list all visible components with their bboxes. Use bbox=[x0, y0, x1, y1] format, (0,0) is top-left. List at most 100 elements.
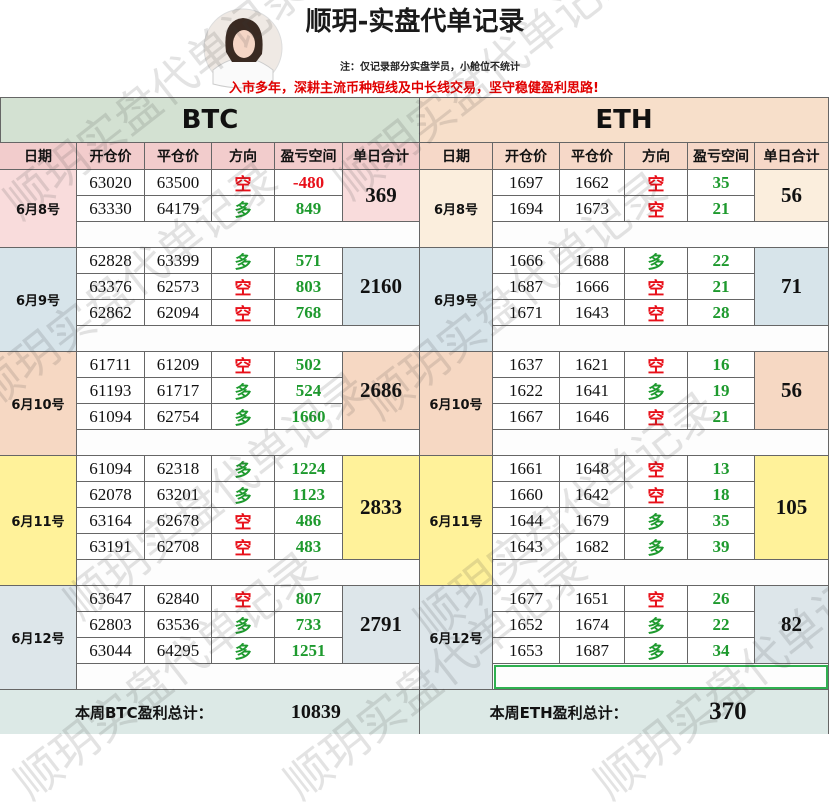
open-price: 1697 bbox=[493, 170, 560, 196]
close-price: 1673 bbox=[560, 196, 625, 222]
column-header: 平仓价 bbox=[145, 143, 212, 170]
open-price: 1667 bbox=[493, 404, 560, 430]
open-price: 1643 bbox=[493, 534, 560, 560]
direction: 空 bbox=[625, 456, 688, 482]
section-title: ETH bbox=[420, 97, 829, 143]
date-cell: 6月8号 bbox=[0, 170, 77, 248]
daily-total: 2791 bbox=[343, 586, 420, 664]
empty-row bbox=[493, 222, 829, 248]
open-price: 1660 bbox=[493, 482, 560, 508]
column-header: 开仓价 bbox=[493, 143, 560, 170]
open-price: 63044 bbox=[77, 638, 145, 664]
pnl: 1224 bbox=[275, 456, 343, 482]
close-price: 1666 bbox=[560, 274, 625, 300]
pnl: 807 bbox=[275, 586, 343, 612]
pnl: 18 bbox=[688, 482, 755, 508]
close-price: 1688 bbox=[560, 248, 625, 274]
open-price: 63376 bbox=[77, 274, 145, 300]
direction: 空 bbox=[212, 300, 275, 326]
date-cell: 6月10号 bbox=[420, 352, 493, 456]
pnl: 849 bbox=[275, 196, 343, 222]
pnl: 22 bbox=[688, 612, 755, 638]
pnl: 733 bbox=[275, 612, 343, 638]
close-price: 62318 bbox=[145, 456, 212, 482]
pnl: 28 bbox=[688, 300, 755, 326]
direction: 多 bbox=[625, 612, 688, 638]
daily-total: 2160 bbox=[343, 248, 420, 326]
pnl: -480 bbox=[275, 170, 343, 196]
empty-row bbox=[493, 326, 829, 352]
close-price: 1648 bbox=[560, 456, 625, 482]
direction: 空 bbox=[212, 586, 275, 612]
empty-row bbox=[77, 560, 420, 586]
column-header: 日期 bbox=[420, 143, 493, 170]
direction: 空 bbox=[212, 352, 275, 378]
direction: 空 bbox=[625, 170, 688, 196]
date-cell: 6月12号 bbox=[0, 586, 77, 690]
direction: 空 bbox=[625, 404, 688, 430]
close-price: 64179 bbox=[145, 196, 212, 222]
open-price: 62803 bbox=[77, 612, 145, 638]
open-price: 1661 bbox=[493, 456, 560, 482]
title: 顺玥-实盘代单记录 bbox=[306, 6, 525, 37]
open-price: 61193 bbox=[77, 378, 145, 404]
note: 注：仅记录部分实盘学员，小舱位不统计 bbox=[340, 60, 520, 73]
direction: 多 bbox=[212, 196, 275, 222]
header: 顺玥-实盘代单记录 注：仅记录部分实盘学员，小舱位不统计 入市多年，深耕主流币种… bbox=[203, 6, 599, 96]
date-cell: 6月9号 bbox=[0, 248, 77, 352]
direction: 多 bbox=[212, 404, 275, 430]
daily-total: 2833 bbox=[343, 456, 420, 560]
direction: 空 bbox=[212, 170, 275, 196]
open-price: 1622 bbox=[493, 378, 560, 404]
direction: 空 bbox=[625, 352, 688, 378]
direction: 空 bbox=[625, 300, 688, 326]
date-cell: 6月10号 bbox=[0, 352, 77, 456]
date-cell: 6月12号 bbox=[420, 586, 493, 690]
open-price: 1677 bbox=[493, 586, 560, 612]
column-header: 盈亏空间 bbox=[275, 143, 343, 170]
close-price: 63399 bbox=[145, 248, 212, 274]
open-price: 61711 bbox=[77, 352, 145, 378]
direction: 多 bbox=[212, 456, 275, 482]
close-price: 62708 bbox=[145, 534, 212, 560]
empty-row bbox=[493, 664, 829, 690]
close-price: 62754 bbox=[145, 404, 212, 430]
close-price: 62573 bbox=[145, 274, 212, 300]
close-price: 1643 bbox=[560, 300, 625, 326]
pnl: 21 bbox=[688, 196, 755, 222]
pnl: 21 bbox=[688, 404, 755, 430]
pnl: 1660 bbox=[275, 404, 343, 430]
open-price: 62862 bbox=[77, 300, 145, 326]
column-header: 盈亏空间 bbox=[688, 143, 755, 170]
close-price: 1679 bbox=[560, 508, 625, 534]
pnl: 19 bbox=[688, 378, 755, 404]
open-price: 63164 bbox=[77, 508, 145, 534]
summary-label: 本周BTC盈利总计： bbox=[0, 690, 213, 734]
close-price: 1641 bbox=[560, 378, 625, 404]
direction: 多 bbox=[625, 638, 688, 664]
summary-total: 370 bbox=[627, 690, 829, 734]
pnl: 768 bbox=[275, 300, 343, 326]
close-price: 61209 bbox=[145, 352, 212, 378]
close-price: 62678 bbox=[145, 508, 212, 534]
pnl: 16 bbox=[688, 352, 755, 378]
daily-total: 82 bbox=[755, 586, 829, 664]
direction: 空 bbox=[212, 274, 275, 300]
direction: 空 bbox=[212, 508, 275, 534]
pnl: 39 bbox=[688, 534, 755, 560]
column-header: 单日合计 bbox=[755, 143, 829, 170]
direction: 多 bbox=[212, 378, 275, 404]
open-price: 1671 bbox=[493, 300, 560, 326]
close-price: 1651 bbox=[560, 586, 625, 612]
direction: 多 bbox=[625, 248, 688, 274]
summary-label: 本周ETH盈利总计： bbox=[420, 690, 628, 734]
pnl: 524 bbox=[275, 378, 343, 404]
pnl: 1123 bbox=[275, 482, 343, 508]
open-price: 1652 bbox=[493, 612, 560, 638]
pnl: 571 bbox=[275, 248, 343, 274]
column-header: 日期 bbox=[0, 143, 77, 170]
pnl: 35 bbox=[688, 170, 755, 196]
direction: 空 bbox=[625, 196, 688, 222]
open-price: 62078 bbox=[77, 482, 145, 508]
